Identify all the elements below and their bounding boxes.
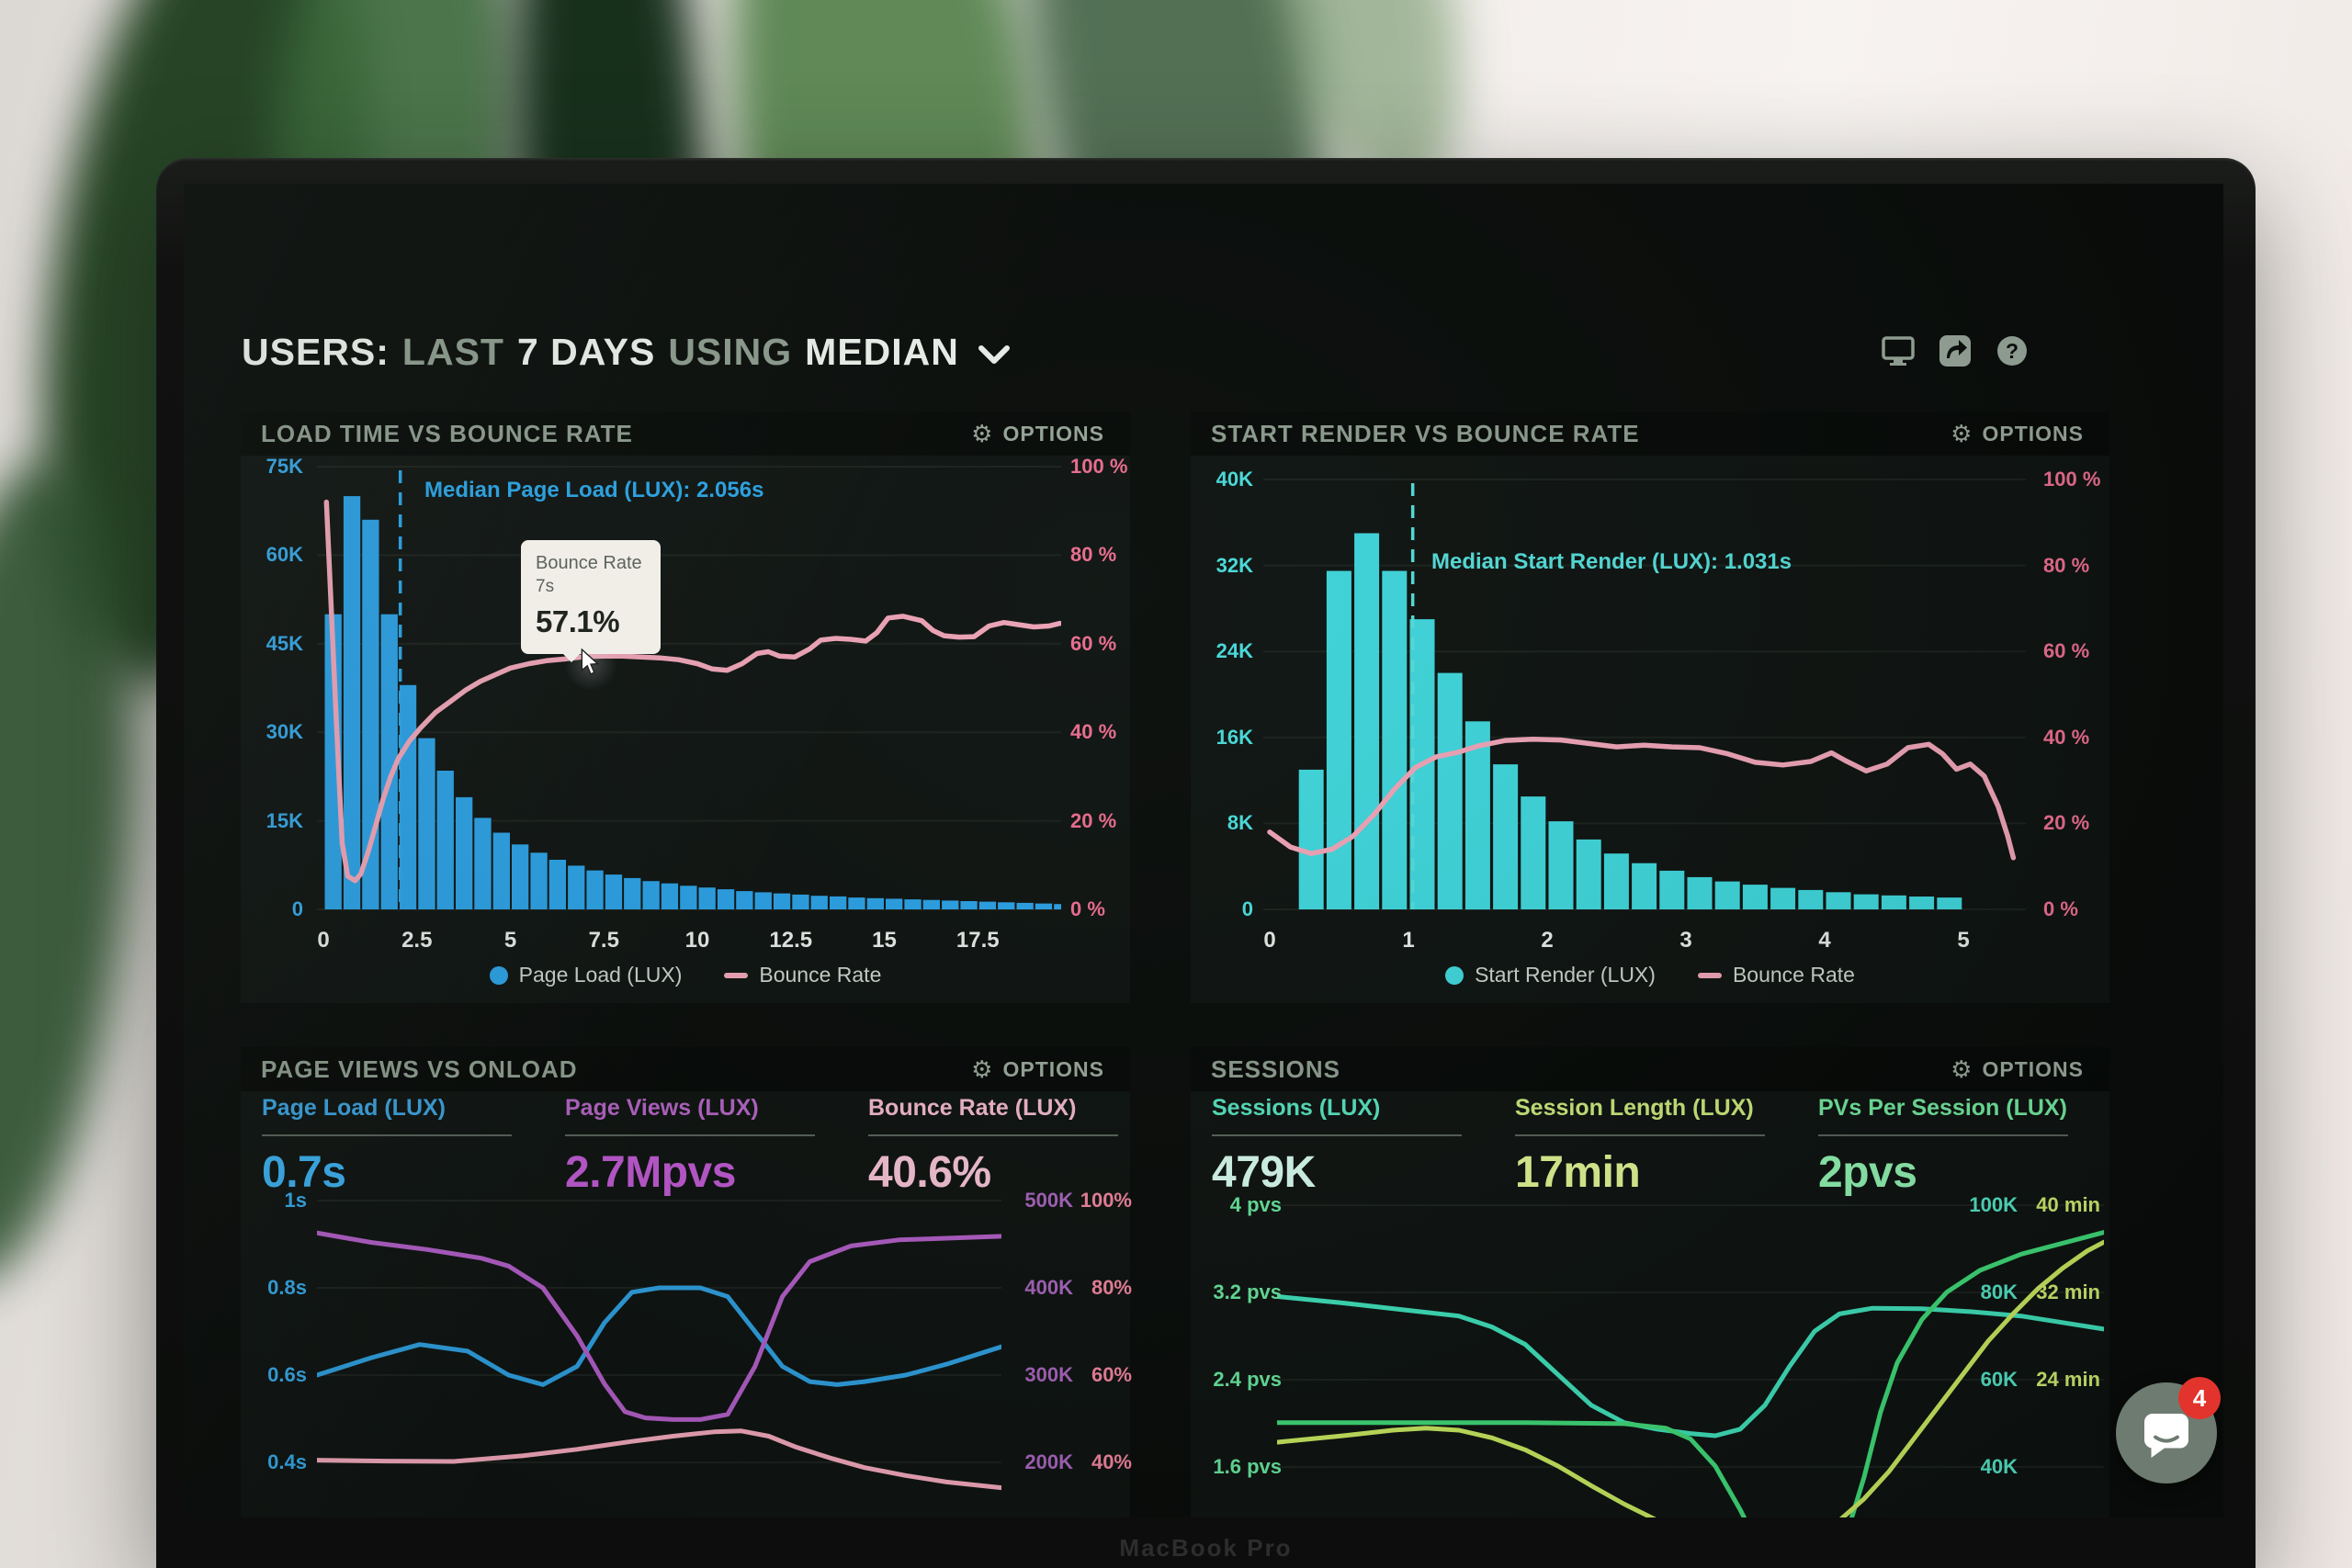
laptop: USERS: LAST 7 DAYS USING MEDIAN ? bbox=[156, 158, 2256, 1568]
metric-value: 2.7Mpvs bbox=[565, 1148, 736, 1197]
options-button[interactable]: ⚙ OPTIONS bbox=[966, 421, 1110, 447]
y-axis-right-outer-labels: 500K 400K 300K 200K bbox=[1024, 1189, 1073, 1473]
legend-dot bbox=[1445, 965, 1464, 985]
metric-underline bbox=[1818, 1134, 2068, 1136]
metric-underline bbox=[1515, 1134, 1765, 1136]
panel-header: PAGE VIEWS VS ONLOAD ⚙ OPTIONS bbox=[241, 1047, 1130, 1091]
page-title-parts: USERS: LAST 7 DAYS USING MEDIAN bbox=[242, 331, 959, 373]
options-button[interactable]: ⚙ OPTIONS bbox=[966, 1056, 1110, 1083]
metric-value: 40.6% bbox=[868, 1148, 991, 1197]
x-axis-labels: 0 2.5 5 7.5 10 12.5 15 17.5 bbox=[317, 928, 1000, 953]
metric-bounce-rate: Bounce Rate (LUX) 40.6% bbox=[868, 1095, 1144, 1198]
median-annotation: Median Page Load (LUX): 2.056s bbox=[424, 478, 764, 502]
legend-dot bbox=[489, 965, 508, 985]
legend-item-bars[interactable]: Start Render (LUX) bbox=[1445, 963, 1656, 987]
chart-legend: Page Load (LUX) Bounce Rate bbox=[241, 963, 1130, 987]
metric-sessions: Sessions (LUX) 479K bbox=[1212, 1095, 1487, 1198]
sessions-chart-plot[interactable] bbox=[1277, 1168, 2104, 1517]
gear-icon: ⚙ bbox=[1951, 420, 1973, 447]
legend-dash bbox=[724, 972, 749, 978]
y-axis-left-labels: 1s 0.8s 0.6s 0.4s bbox=[267, 1189, 307, 1473]
metric-value: 0.7s bbox=[262, 1148, 346, 1197]
options-button[interactable]: ⚙ OPTIONS bbox=[1945, 421, 2089, 447]
chevron-down-icon bbox=[978, 344, 1010, 364]
y-axis-right-outer-labels: 100K 80K 60K 40K bbox=[1969, 1193, 2018, 1478]
help-icon[interactable]: ? bbox=[1996, 334, 2029, 367]
gear-icon: ⚙ bbox=[971, 1055, 994, 1083]
panel-load-time-vs-bounce-rate: LOAD TIME VS BOUNCE RATE ⚙ OPTIONS 75K 60K… bbox=[241, 412, 1130, 1003]
y-axis-right-inner-labels: 100% 80% 60% 40% bbox=[1080, 1189, 1132, 1473]
metric-session-length: Session Length (LUX) 17min bbox=[1515, 1095, 1791, 1198]
panel-header: LOAD TIME VS BOUNCE RATE ⚙ OPTIONS bbox=[241, 412, 1130, 456]
legend-item-line[interactable]: Bounce Rate bbox=[724, 963, 881, 987]
legend-dash bbox=[1697, 972, 1722, 978]
panel-start-render-vs-bounce-rate: START RENDER VS BOUNCE RATE ⚙ OPTIONS 40K… bbox=[1191, 412, 2109, 1003]
chart-tooltip: Bounce Rate 7s 57.1% bbox=[521, 540, 661, 662]
panel-title: LOAD TIME VS BOUNCE RATE bbox=[261, 419, 633, 447]
metric-page-load: Page Load (LUX) 0.7s bbox=[262, 1095, 537, 1198]
y-axis-right-labels: 100 % 80 % 60 % 40 % 20 % 0 % bbox=[2043, 468, 2101, 920]
display-icon[interactable] bbox=[1882, 334, 1915, 367]
metric-underline bbox=[262, 1134, 512, 1136]
panel-header: SESSIONS ⚙ OPTIONS bbox=[1191, 1047, 2109, 1091]
panel-header: START RENDER VS BOUNCE RATE ⚙ OPTIONS bbox=[1191, 412, 2109, 456]
chat-button[interactable]: 4 bbox=[2116, 1377, 2221, 1483]
header-icons: ? bbox=[1882, 334, 2029, 367]
unread-badge: 4 bbox=[2178, 1377, 2221, 1419]
median-annotation: Median Start Render (LUX): 1.031s bbox=[1431, 549, 1792, 574]
metric-underline bbox=[565, 1134, 815, 1136]
metric-underline bbox=[1212, 1134, 1462, 1136]
y-axis-right-labels: 100 % 80 % 60 % 40 % 20 % 0 % bbox=[1070, 455, 1128, 920]
device-brand-label: MacBook Pro bbox=[1119, 1534, 1293, 1562]
chart-legend: Start Render (LUX) Bounce Rate bbox=[1191, 963, 2109, 987]
load-time-chart-plot[interactable] bbox=[317, 459, 1061, 913]
tooltip-series: Bounce Rate bbox=[536, 553, 642, 573]
y-axis-left-labels: 4 pvs 3.2 pvs 2.4 pvs 1.6 pvs bbox=[1213, 1193, 1282, 1478]
gear-icon: ⚙ bbox=[1951, 1055, 1973, 1083]
panel-title: SESSIONS bbox=[1211, 1055, 1340, 1083]
page-title[interactable]: USERS: LAST 7 DAYS USING MEDIAN bbox=[242, 331, 1011, 374]
options-button[interactable]: ⚙ OPTIONS bbox=[1945, 1056, 2089, 1083]
y-axis-left-labels: 40K 32K 24K 16K 8K 0 bbox=[1216, 468, 1253, 920]
panel-title: PAGE VIEWS VS ONLOAD bbox=[261, 1055, 578, 1083]
metric-value: 2pvs bbox=[1818, 1148, 1917, 1197]
gear-icon: ⚙ bbox=[971, 420, 994, 447]
legend-item-bars[interactable]: Page Load (LUX) bbox=[489, 963, 682, 987]
metric-underline bbox=[868, 1134, 1118, 1136]
metric-value: 479K bbox=[1212, 1148, 1316, 1197]
panel-sessions: SESSIONS ⚙ OPTIONS Sessions (LUX) 479K Se… bbox=[1191, 1047, 2109, 1517]
metric-page-views: Page Views (LUX) 2.7Mpvs bbox=[565, 1095, 841, 1198]
tooltip-value: 57.1% bbox=[536, 604, 620, 638]
y-axis-right-inner-labels: 40 min 32 min 24 min bbox=[2036, 1193, 2100, 1391]
legend-item-line[interactable]: Bounce Rate bbox=[1697, 963, 1855, 987]
chat-bubble-icon bbox=[2144, 1414, 2188, 1458]
mouse-cursor bbox=[564, 637, 617, 691]
dashboard-screen: USERS: LAST 7 DAYS USING MEDIAN ? bbox=[184, 184, 2223, 1517]
metric-value: 17min bbox=[1515, 1148, 1641, 1197]
dashboard-header: USERS: LAST 7 DAYS USING MEDIAN ? bbox=[242, 331, 2168, 386]
panel-page-views-vs-onload: PAGE VIEWS VS ONLOAD ⚙ OPTIONS Page Load … bbox=[241, 1047, 1132, 1517]
share-icon[interactable] bbox=[1939, 334, 1972, 367]
tooltip-x-value: 7s bbox=[536, 577, 555, 596]
svg-text:?: ? bbox=[2006, 339, 2018, 363]
panel-title: START RENDER VS BOUNCE RATE bbox=[1211, 419, 1640, 447]
page-views-chart-plot[interactable] bbox=[317, 1165, 1001, 1517]
start-render-chart-plot[interactable] bbox=[1263, 459, 2026, 913]
y-axis-left-labels: 75K 60K 45K 30K 15K 0 bbox=[266, 455, 303, 920]
metric-pvs-per-session: PVs Per Session (LUX) 2pvs bbox=[1818, 1095, 2094, 1198]
